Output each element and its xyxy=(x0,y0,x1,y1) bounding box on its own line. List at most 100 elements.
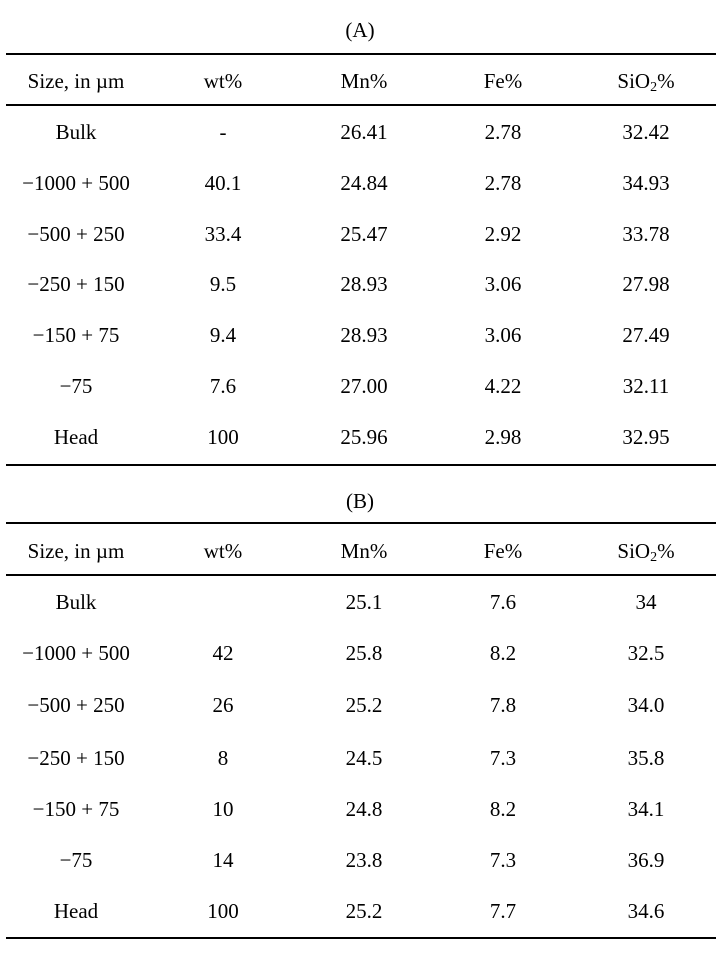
table-b-header-fe: Fe% xyxy=(483,539,523,563)
table-cell: - xyxy=(219,120,227,144)
table-a-header-sio2-base: SiO xyxy=(617,69,651,93)
table-cell: 7.6 xyxy=(489,590,517,614)
table-cell: 100 xyxy=(207,425,239,449)
table-cell: −75 xyxy=(59,374,93,398)
table-cell: 25.2 xyxy=(345,693,383,717)
table-a-bottom-rule xyxy=(6,464,716,466)
table-b-header-sio2-base: SiO xyxy=(617,539,651,563)
table-cell: 24.84 xyxy=(340,171,388,195)
table-cell: 34.0 xyxy=(627,693,665,717)
table-cell: 34.1 xyxy=(627,797,665,821)
table-cell: −150 + 75 xyxy=(32,797,120,821)
table-cell: 8 xyxy=(217,746,229,770)
table-row: −150 + 75 9.4 28.93 3.06 27.49 xyxy=(0,320,720,350)
table-b-header-sio2-sub: 2 xyxy=(650,550,658,565)
table-a-header-sio2-suffix: % xyxy=(657,69,675,93)
table-cell: Head xyxy=(53,899,99,923)
table-a-header-fe: Fe% xyxy=(483,69,523,93)
table-cell: 2.92 xyxy=(484,222,522,246)
table-cell: 25.47 xyxy=(340,222,388,246)
table-cell: 28.93 xyxy=(340,272,388,296)
table-cell: 27.00 xyxy=(340,374,388,398)
table-cell: 36.9 xyxy=(627,848,665,872)
table-cell: 34 xyxy=(635,590,657,614)
table-cell: 9.4 xyxy=(209,323,237,347)
table-cell: −500 + 250 xyxy=(27,222,125,246)
table-cell: 3.06 xyxy=(484,323,522,347)
table-cell: 33.78 xyxy=(622,222,670,246)
table-cell: 28.93 xyxy=(340,323,388,347)
table-cell: 14 xyxy=(212,848,234,872)
table-cell: 40.1 xyxy=(204,171,242,195)
table-row: −75 14 23.8 7.3 36.9 xyxy=(0,845,720,875)
table-cell: 7.3 xyxy=(489,848,517,872)
table-b-header-wt: wt% xyxy=(203,539,243,563)
table-row: Head 100 25.96 2.98 32.95 xyxy=(0,422,720,452)
table-cell: −500 + 250 xyxy=(27,693,125,717)
table-cell: 25.96 xyxy=(340,425,388,449)
table-row: −250 + 150 8 24.5 7.3 35.8 xyxy=(0,743,720,773)
table-row: −1000 + 500 40.1 24.84 2.78 34.93 xyxy=(0,168,720,198)
table-cell: 8.2 xyxy=(489,797,517,821)
table-b-caption: (B) xyxy=(346,489,374,513)
table-cell: Bulk xyxy=(55,120,97,144)
table-cell: 24.8 xyxy=(345,797,383,821)
table-cell: Head xyxy=(53,425,99,449)
table-cell: −1000 + 500 xyxy=(22,171,130,195)
table-a-header-sio2-sub: 2 xyxy=(650,80,658,95)
table-cell: −1000 + 500 xyxy=(22,641,130,665)
table-cell: 42 xyxy=(212,641,234,665)
table-cell: 32.11 xyxy=(622,374,670,398)
table-cell: 26 xyxy=(212,693,234,717)
table-cell: 25.2 xyxy=(345,899,383,923)
table-cell: 32.95 xyxy=(622,425,670,449)
table-b-header-size: Size, in µm xyxy=(27,539,125,563)
table-row: −1000 + 500 42 25.8 8.2 32.5 xyxy=(0,638,720,668)
table-row: −75 7.6 27.00 4.22 32.11 xyxy=(0,371,720,401)
table-cell: 32.42 xyxy=(622,120,670,144)
table-row: −500 + 250 33.4 25.47 2.92 33.78 xyxy=(0,219,720,249)
table-cell: −150 + 75 xyxy=(32,323,120,347)
table-cell: 2.98 xyxy=(484,425,522,449)
table-a-caption: (A) xyxy=(345,18,375,42)
table-row: −150 + 75 10 24.8 8.2 34.1 xyxy=(0,794,720,824)
table-cell: 23.8 xyxy=(345,848,383,872)
table-a-header-rule xyxy=(6,104,716,106)
table-b-top-rule xyxy=(6,522,716,524)
table-cell: 33.4 xyxy=(204,222,242,246)
table-cell: 7.3 xyxy=(489,746,517,770)
table-cell: 25.1 xyxy=(345,590,383,614)
table-cell: 4.22 xyxy=(484,374,522,398)
table-cell: 2.78 xyxy=(484,171,522,195)
table-a-header-mn: Mn% xyxy=(340,69,388,93)
table-row: −500 + 250 26 25.2 7.8 34.0 xyxy=(0,690,720,720)
table-cell xyxy=(152,587,294,617)
table-b-bottom-rule xyxy=(6,937,716,939)
table-a-header-size: Size, in µm xyxy=(27,69,125,93)
table-cell: −250 + 150 xyxy=(27,272,125,296)
table-a-header-row: Size, in µm wt% Mn% Fe% SiO2% xyxy=(0,66,720,96)
table-cell: 27.98 xyxy=(622,272,670,296)
table-cell: 8.2 xyxy=(489,641,517,665)
table-cell: Bulk xyxy=(55,590,97,614)
table-a-top-rule xyxy=(6,53,716,55)
table-cell: 34.93 xyxy=(622,171,670,195)
table-cell: 10 xyxy=(212,797,234,821)
table-cell: 35.8 xyxy=(627,746,665,770)
table-cell: 9.5 xyxy=(209,272,237,296)
table-cell: 24.5 xyxy=(345,746,383,770)
table-cell: 32.5 xyxy=(627,641,665,665)
table-row: Bulk 25.1 7.6 34 xyxy=(0,587,720,617)
table-a-header-sio2: SiO2% xyxy=(572,66,720,96)
table-b-header-sio2: SiO2% xyxy=(572,536,720,566)
table-cell: 7.8 xyxy=(489,693,517,717)
table-cell: 26.41 xyxy=(340,120,388,144)
table-row: Head 100 25.2 7.7 34.6 xyxy=(0,896,720,926)
table-cell: 7.7 xyxy=(489,899,517,923)
table-cell: 34.6 xyxy=(627,899,665,923)
table-cell: 100 xyxy=(207,899,239,923)
table-cell: 2.78 xyxy=(484,120,522,144)
table-b-header-row: Size, in µm wt% Mn% Fe% SiO2% xyxy=(0,536,720,566)
table-b-header-rule xyxy=(6,574,716,576)
table-b-header-mn: Mn% xyxy=(340,539,388,563)
